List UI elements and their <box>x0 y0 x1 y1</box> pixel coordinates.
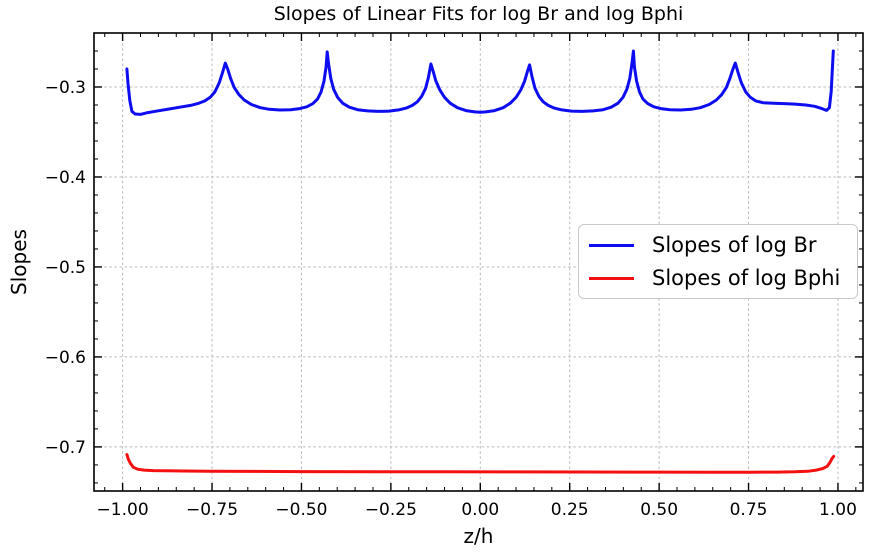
legend-item-log-br: Slopes of log Br <box>589 233 849 257</box>
series-line <box>125 453 836 474</box>
x-tick-label: 0.25 <box>551 500 589 520</box>
series-line <box>125 49 835 116</box>
x-tick-label: −0.25 <box>365 500 417 520</box>
legend: Slopes of log Br Slopes of log Bphi <box>578 224 858 299</box>
y-tick-label: −0.4 <box>45 168 86 188</box>
x-tick-label: −0.75 <box>186 500 238 520</box>
y-axis-label: Slopes <box>7 229 31 295</box>
legend-item-log-bphi: Slopes of log Bphi <box>589 266 849 290</box>
legend-label-log-br: Slopes of log Br <box>652 233 817 257</box>
chart-title: Slopes of Linear Fits for log Br and log… <box>273 3 684 25</box>
y-tick-label: −0.5 <box>45 258 86 278</box>
y-tick-label: −0.7 <box>45 438 86 458</box>
x-tick-label: 1.00 <box>819 500 857 520</box>
x-tick-label: 0.50 <box>640 500 678 520</box>
legend-line-sample-red <box>589 276 634 280</box>
y-tick-label: −0.3 <box>45 78 86 98</box>
x-tick-label: 0.00 <box>461 500 499 520</box>
plot-border <box>93 32 864 492</box>
x-axis-label: z/h <box>463 524 494 548</box>
x-tick-label: −0.50 <box>275 500 327 520</box>
tick-labels: −1.00 −0.75 −0.50 −0.25 0.00 0.25 0.50 0.75 1.00… <box>45 78 857 520</box>
grid-lines <box>94 33 863 491</box>
y-tick-label: −0.6 <box>45 348 86 368</box>
legend-label-log-bphi: Slopes of log Bphi <box>652 266 841 290</box>
x-tick-label: −1.00 <box>97 500 149 520</box>
legend-line-sample-blue <box>589 243 634 247</box>
x-tick-label: 0.75 <box>730 500 768 520</box>
data-series <box>125 49 836 474</box>
